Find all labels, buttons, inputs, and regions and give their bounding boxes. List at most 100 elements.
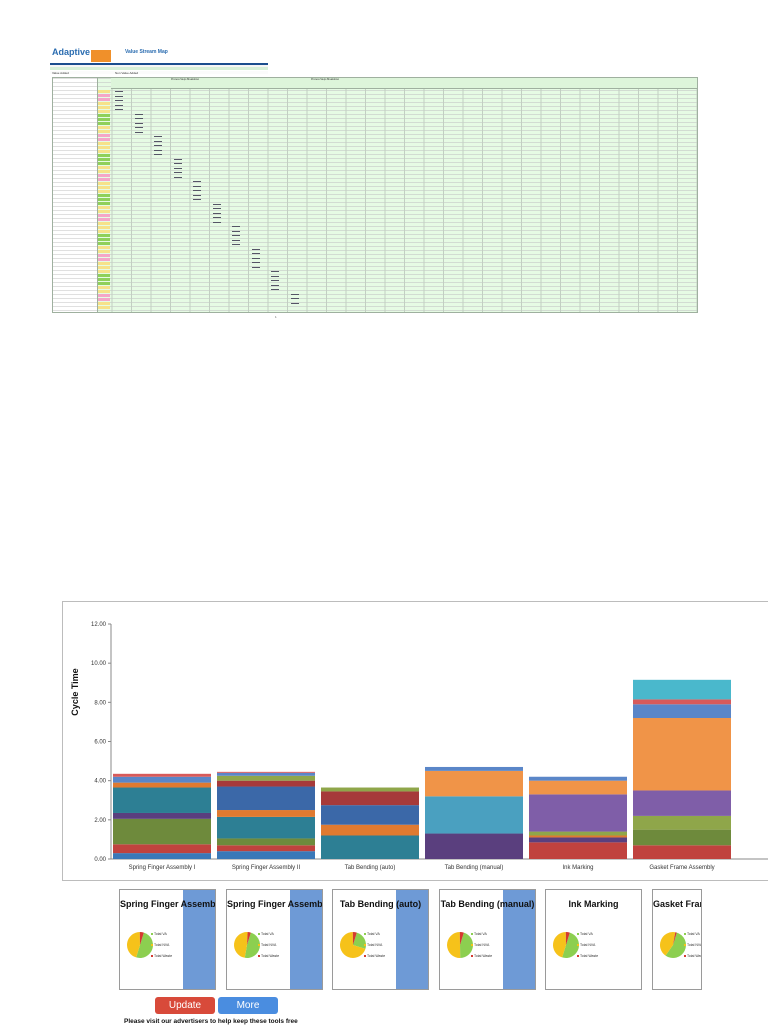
bar-segment [633, 815, 731, 830]
bar-segment [217, 786, 315, 811]
step-type-chip [98, 258, 110, 261]
bar-segment [217, 816, 315, 839]
step-type-chip [98, 162, 110, 165]
card-side-panel [290, 890, 322, 989]
step-type-chip [98, 194, 110, 197]
bar-segment [633, 718, 731, 791]
grid-cell-marker [251, 266, 260, 268]
legend-swatch [684, 933, 686, 936]
bar-segment [217, 845, 315, 852]
bar-segment [529, 780, 627, 795]
more-button[interactable]: More [218, 997, 278, 1014]
pie-slice [353, 932, 366, 949]
legend-swatch [364, 944, 366, 947]
page-number: 1 [275, 315, 277, 319]
bar-segment [529, 835, 627, 838]
step-type-chip [98, 278, 110, 281]
grid-cell-marker [251, 262, 260, 263]
legend-label: Total VA [261, 932, 274, 936]
advertiser-note: Please visit our advertisers to help kee… [124, 1018, 298, 1025]
pie-slice [136, 932, 153, 958]
pie-legend-item: Total NVA [151, 943, 169, 947]
step-type-chip [98, 238, 110, 241]
step-type-chip [98, 282, 110, 285]
step-type-column [97, 78, 111, 312]
grid-cell-marker [193, 190, 201, 191]
step-type-chip [98, 250, 110, 253]
info-row-product [50, 67, 268, 70]
grid-cell-marker [173, 158, 182, 160]
grid-cell-marker [193, 194, 201, 196]
cycle-time-chart-panel: 0.00 2.00 4.00 6.00 8.00 10.00 12.00 Cycle Time… [62, 601, 768, 881]
grid-cell-marker [193, 181, 201, 182]
process-card[interactable]: Ink Marking Total VA Total NVA Total Waste [545, 889, 642, 990]
step-type-chip [98, 94, 110, 97]
bar-segment [217, 810, 315, 817]
update-button[interactable]: Update [155, 997, 215, 1014]
card-side-panel [183, 890, 215, 989]
step-type-chip [98, 198, 110, 201]
grid-cell-marker [154, 140, 162, 142]
legend-label: Total Waste [154, 954, 173, 958]
pie-slice [660, 932, 676, 956]
legend-swatch [471, 933, 473, 936]
step-type-chip [98, 190, 110, 193]
legend-label: Total NVA [687, 943, 702, 947]
bar-segment [321, 835, 419, 859]
process-card[interactable]: Gasket Frame Assembly Total VA Total NVA To… [652, 889, 702, 990]
grid-cell-marker [154, 149, 162, 151]
info-row-project [50, 63, 268, 68]
grid-cell-marker [290, 293, 299, 295]
process-card[interactable]: Tab Bending (auto) Total VA Total NVA Total… [332, 889, 429, 990]
bar-segment [425, 770, 523, 797]
step-type-chip [98, 118, 110, 121]
legend-label: Total VA [367, 932, 380, 936]
card-pie-chart [126, 932, 153, 958]
card-pie-chart [234, 932, 260, 958]
step-type-chip [98, 290, 110, 293]
legend-label: Total Waste [474, 954, 493, 958]
grid-cell-marker [173, 163, 182, 164]
grid-cell-marker [193, 185, 201, 187]
grid-cell-marker [134, 118, 143, 119]
step-type-chip [98, 222, 110, 225]
bar-segment [321, 824, 419, 836]
process-card[interactable]: Spring Finger Assembly II Total VA Total N… [226, 889, 323, 990]
value-added-label: Value Added [52, 71, 69, 75]
pie-slice [447, 932, 461, 958]
pie-slice [139, 932, 144, 945]
pie-legend-item: Total Waste [364, 954, 385, 958]
legend-label: Total VA [154, 932, 167, 936]
step-type-chip [98, 134, 110, 137]
bar-segment [425, 833, 523, 859]
grid-cell-marker [251, 248, 260, 250]
grid-cell-marker [193, 199, 201, 200]
grid-cell-marker [115, 109, 123, 110]
process-card[interactable]: Spring Finger Assembly I Total VA Total NV… [119, 889, 216, 990]
step-type-chip [98, 294, 110, 297]
pie-legend-item: Total Waste [577, 954, 598, 958]
legend-label: Total VA [687, 932, 700, 936]
step-type-chip [98, 158, 110, 161]
grid-cell-marker [290, 302, 299, 304]
bar-segment [113, 787, 211, 813]
legend-label: Total NVA [367, 943, 383, 947]
bar-segment [113, 818, 211, 845]
pie-slice [665, 932, 686, 958]
step-type-chip [98, 110, 110, 113]
pie-legend-item: Total NVA [258, 943, 276, 947]
bar-segment [633, 790, 731, 816]
process-card[interactable]: Tab Bending (manual) Total VA Total NVA Tot… [439, 889, 536, 990]
legend-swatch [151, 955, 153, 958]
legend-label: Total VA [474, 932, 487, 936]
grid-cell-marker [154, 136, 162, 137]
legend-label: Total Waste [261, 954, 280, 958]
bar-segment [529, 831, 627, 836]
step-type-chip [98, 302, 110, 305]
pie-slice [352, 932, 357, 945]
legend-swatch [577, 933, 579, 936]
grid-cell-marker [212, 212, 221, 214]
grid-cell-marker [271, 289, 279, 290]
cycle-time-chart: 0.00 2.00 4.00 6.00 8.00 10.00 12.00 Cycle Time… [70, 622, 768, 871]
grid-cell-marker [251, 257, 260, 259]
